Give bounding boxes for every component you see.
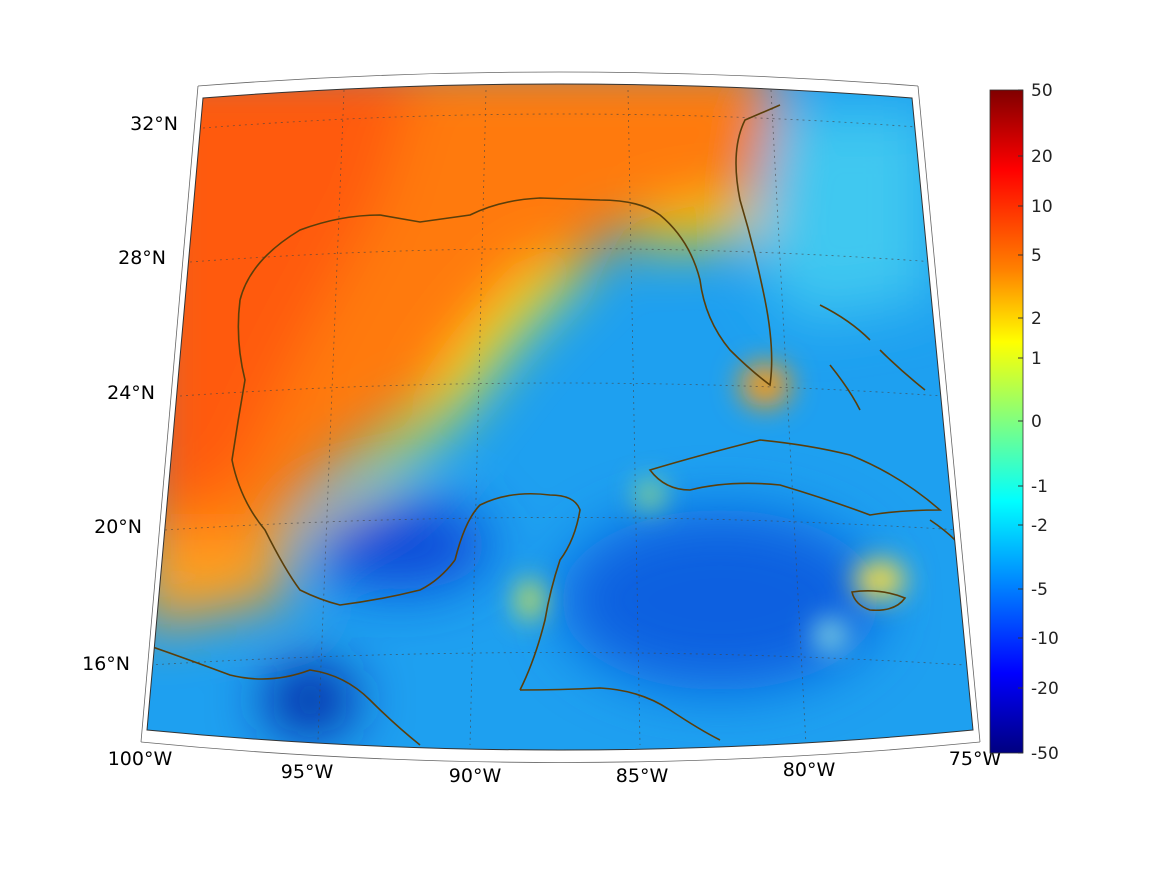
lon-label: 95°W	[281, 761, 334, 783]
colorbar-tick-label: -20	[1031, 679, 1059, 699]
colorbar-tick-label: 0	[1031, 412, 1042, 432]
lon-label: 80°W	[783, 759, 836, 781]
lat-label: 24°N	[107, 382, 155, 404]
lon-label: 75°W	[949, 748, 1002, 770]
colorbar-tick-label: 1	[1031, 349, 1042, 369]
coastlines	[147, 104, 956, 746]
latitude-labels: 32°N 28°N 24°N 20°N 16°N	[82, 113, 178, 675]
graticule	[149, 89, 966, 746]
longitude-labels: 100°W 95°W 90°W 85°W 80°W 75°W	[108, 748, 1002, 787]
colorbar-tick-label: 5	[1031, 246, 1042, 266]
lat-label: 16°N	[82, 653, 130, 675]
lon-label: 100°W	[108, 748, 173, 770]
colorbar-tick-label: -50	[1031, 744, 1059, 764]
colorbar-tick-label: -10	[1031, 629, 1059, 649]
heatmap-field	[147, 84, 973, 750]
map-frame	[146, 83, 974, 751]
colorbar-tick-label: 20	[1031, 147, 1053, 167]
colorbar-tick-label: 2	[1031, 309, 1042, 329]
lon-label: 90°W	[449, 765, 502, 787]
colorbar-tick-label: 50	[1031, 81, 1053, 101]
lon-label: 85°W	[616, 765, 669, 787]
colorbar-tick-label: -5	[1031, 580, 1048, 600]
colorbar-tick-label: 10	[1031, 197, 1053, 217]
colorbar-tick-label: -1	[1031, 477, 1048, 497]
colorbar-gradient	[989, 89, 1024, 754]
colorbar-tick-label: -2	[1031, 516, 1048, 536]
lat-label: 28°N	[118, 247, 166, 269]
lat-label: 20°N	[94, 516, 142, 538]
lat-label: 32°N	[130, 113, 178, 135]
